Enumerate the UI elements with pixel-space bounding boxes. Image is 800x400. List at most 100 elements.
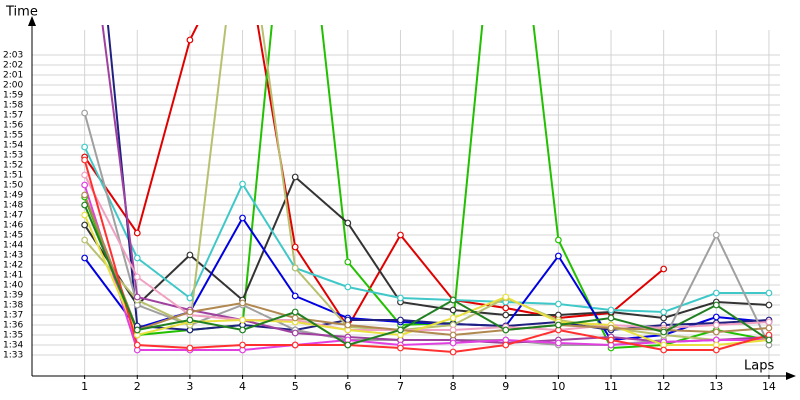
point [660, 346, 668, 354]
point [660, 314, 668, 322]
series-line [83, 204, 770, 347]
point [186, 316, 194, 324]
y-tick-label: 1:50 [3, 181, 23, 191]
y-tick-label: 1:36 [3, 321, 23, 331]
point [344, 283, 352, 291]
point [607, 324, 615, 332]
point [397, 344, 404, 352]
point [607, 306, 615, 314]
point [291, 308, 299, 316]
point [239, 316, 246, 324]
series-line [83, 175, 770, 320]
y-tick-label: 1:46 [3, 221, 23, 231]
point [81, 236, 89, 244]
x-tick-label: 6 [344, 380, 351, 393]
point [133, 254, 141, 262]
point [81, 156, 89, 164]
point [765, 301, 773, 309]
y-tick-label: 1:58 [3, 101, 23, 111]
point [502, 293, 510, 301]
y-tick-label: 1:34 [3, 341, 23, 351]
point [607, 336, 615, 344]
point [712, 328, 720, 336]
y-tick-label: 1:51 [3, 171, 23, 181]
x-tick-label: 11 [604, 380, 618, 393]
point [81, 201, 89, 209]
point [397, 316, 404, 324]
point [291, 341, 299, 349]
point [291, 292, 299, 300]
y-tick-label: 1:37 [3, 311, 23, 321]
y-tick-label: 1:43 [3, 251, 23, 261]
point [449, 348, 457, 356]
x-tick-label: 5 [292, 380, 299, 393]
point [502, 341, 510, 349]
point [554, 236, 562, 244]
series-line [83, 159, 770, 354]
y-tick-label: 1:59 [3, 91, 23, 101]
y-axis-title: Time [5, 5, 38, 20]
y-tick-label: 1:57 [3, 111, 23, 121]
point [344, 341, 352, 349]
y-tick-label: 1:54 [3, 141, 23, 151]
point [344, 321, 352, 329]
point [186, 344, 194, 352]
point [291, 243, 299, 251]
y-tick-label: 2:00 [3, 81, 23, 91]
point [660, 265, 668, 273]
x-tick-label: 4 [239, 380, 246, 393]
y-tick-label: 1:56 [3, 121, 23, 131]
point [186, 251, 194, 259]
point [449, 306, 457, 314]
point [133, 293, 141, 301]
y-arrow [28, 16, 36, 26]
point [81, 211, 89, 219]
point [765, 336, 773, 344]
point [81, 109, 89, 117]
point [291, 264, 299, 272]
point [502, 311, 510, 319]
point [344, 219, 352, 227]
series-line [106, 25, 770, 332]
point [449, 314, 457, 322]
y-tick-label: 1:52 [3, 161, 23, 171]
x-tick-label: 14 [762, 380, 776, 393]
point [712, 301, 720, 309]
y-tick-label: 1:35 [3, 331, 23, 341]
point [133, 326, 141, 334]
point [712, 231, 720, 239]
point [397, 294, 404, 302]
point [344, 258, 352, 266]
point [81, 171, 89, 179]
point [81, 191, 89, 199]
point [291, 173, 299, 181]
point [133, 229, 141, 237]
x-tick-label: 2 [134, 380, 141, 393]
y-tick-label: 1:47 [3, 211, 23, 221]
point [81, 181, 89, 189]
point [186, 294, 194, 302]
point [133, 273, 141, 281]
y-tick-label: 1:48 [3, 201, 23, 211]
x-tick-label: 13 [709, 380, 723, 393]
x-tick-label: 9 [502, 380, 509, 393]
x-tick-label: 10 [551, 380, 565, 393]
point [554, 321, 562, 329]
point [239, 326, 246, 334]
point [712, 321, 720, 329]
y-tick-label: 1:53 [3, 151, 23, 161]
point [81, 143, 89, 151]
point [712, 346, 720, 354]
x-tick-label: 8 [450, 380, 457, 393]
point [81, 221, 89, 229]
y-tick-label: 1:33 [3, 351, 23, 361]
y-tick-label: 1:49 [3, 191, 23, 201]
point [765, 324, 773, 332]
y-tick-label: 1:42 [3, 261, 23, 271]
point [291, 329, 299, 337]
y-tick-label: 2:03 [3, 51, 23, 61]
point [81, 254, 89, 262]
y-tick-label: 1:38 [3, 301, 23, 311]
y-tick-label: 1:44 [3, 241, 23, 251]
